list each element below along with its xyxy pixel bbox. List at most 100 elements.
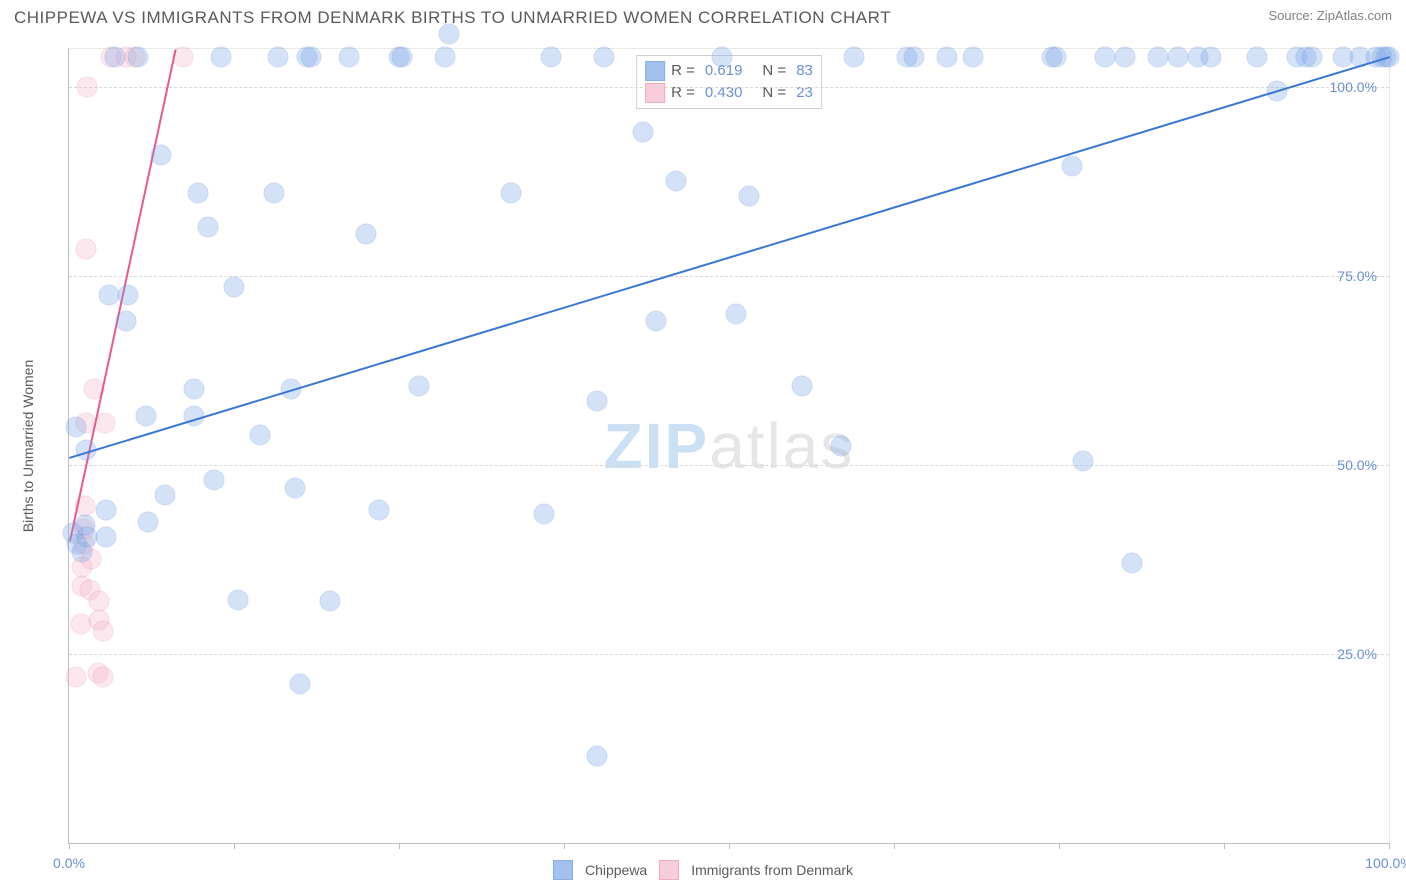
x-tick: [1389, 843, 1390, 849]
gridline: [69, 276, 1389, 277]
data-point-chippewa: [227, 589, 248, 610]
data-point-chippewa: [593, 46, 614, 67]
data-point-chippewa: [267, 46, 288, 67]
data-point-chippewa: [1121, 553, 1142, 574]
data-point-chippewa: [95, 500, 116, 521]
x-tick-label: 100.0%: [1365, 855, 1406, 871]
x-tick: [1059, 843, 1060, 849]
legend-r-label: R =: [671, 82, 695, 104]
data-point-chippewa: [184, 379, 205, 400]
data-point-chippewa: [250, 424, 271, 445]
data-point-chippewa: [155, 485, 176, 506]
data-point-chippewa: [1046, 46, 1067, 67]
data-point-chippewa: [356, 224, 377, 245]
legend-n-value-2: 23: [796, 82, 813, 104]
data-point-chippewa: [338, 46, 359, 67]
legend-label-denmark: Immigrants from Denmark: [691, 862, 853, 878]
y-tick-label: 25.0%: [1337, 646, 1377, 662]
data-point-chippewa: [65, 417, 86, 438]
data-point-chippewa: [501, 182, 522, 203]
series-legend: Chippewa Immigrants from Denmark: [553, 860, 853, 880]
data-point-chippewa: [391, 46, 412, 67]
data-point-chippewa: [138, 511, 159, 532]
data-point-chippewa: [1247, 46, 1268, 67]
data-point-chippewa: [1302, 46, 1323, 67]
data-point-chippewa: [284, 477, 305, 498]
data-point-chippewa: [587, 746, 608, 767]
legend-n-label: N =: [762, 60, 786, 82]
data-point-denmark: [77, 76, 98, 97]
x-tick: [399, 843, 400, 849]
data-point-denmark: [65, 666, 86, 687]
data-point-denmark: [76, 239, 97, 260]
stats-legend-row-2: R = 0.430 N = 23: [645, 82, 813, 104]
data-point-chippewa: [320, 591, 341, 612]
gridline: [69, 654, 1389, 655]
data-point-chippewa: [210, 46, 231, 67]
scatter-chart: ZIPatlas R = 0.619 N = 83 R = 0.430 N = …: [68, 48, 1390, 844]
legend-n-value-1: 83: [796, 60, 813, 82]
legend-r-value-2: 0.430: [705, 82, 743, 104]
data-point-chippewa: [1095, 46, 1116, 67]
y-tick-label: 100.0%: [1330, 79, 1377, 95]
x-tick: [894, 843, 895, 849]
data-point-chippewa: [646, 311, 667, 332]
x-tick: [564, 843, 565, 849]
data-point-chippewa: [224, 277, 245, 298]
data-point-chippewa: [712, 46, 733, 67]
legend-swatch-chippewa: [553, 860, 573, 880]
data-point-chippewa: [127, 46, 148, 67]
x-tick: [729, 843, 730, 849]
data-point-chippewa: [118, 284, 139, 305]
data-point-chippewa: [831, 436, 852, 457]
watermark: ZIPatlas: [604, 409, 855, 483]
data-point-chippewa: [1167, 46, 1188, 67]
legend-r-label: R =: [671, 60, 695, 82]
data-point-chippewa: [95, 526, 116, 547]
legend-swatch-denmark: [659, 860, 679, 880]
data-point-chippewa: [587, 390, 608, 411]
data-point-chippewa: [633, 122, 654, 143]
data-point-denmark: [93, 621, 114, 642]
data-point-denmark: [93, 666, 114, 687]
legend-label-chippewa: Chippewa: [585, 862, 647, 878]
data-point-chippewa: [300, 46, 321, 67]
legend-n-label: N =: [762, 82, 786, 104]
source-attribution: Source: ZipAtlas.com: [1268, 8, 1392, 23]
data-point-chippewa: [408, 375, 429, 396]
data-point-chippewa: [135, 405, 156, 426]
data-point-chippewa: [534, 504, 555, 525]
y-tick-label: 50.0%: [1337, 457, 1377, 473]
legend-swatch-series-1: [645, 61, 665, 81]
data-point-chippewa: [188, 182, 209, 203]
data-point-chippewa: [1072, 451, 1093, 472]
data-point-chippewa: [738, 186, 759, 207]
data-point-chippewa: [1200, 46, 1221, 67]
data-point-chippewa: [540, 46, 561, 67]
x-tick: [234, 843, 235, 849]
x-tick-label: 0.0%: [53, 855, 85, 871]
data-point-chippewa: [936, 46, 957, 67]
data-point-chippewa: [1148, 46, 1169, 67]
gridline: [69, 465, 1389, 466]
data-point-chippewa: [725, 303, 746, 324]
trend-line-chippewa: [69, 57, 1390, 460]
data-point-chippewa: [791, 375, 812, 396]
y-tick-label: 75.0%: [1337, 268, 1377, 284]
data-point-chippewa: [98, 284, 119, 305]
data-point-chippewa: [204, 470, 225, 491]
data-point-chippewa: [963, 46, 984, 67]
data-point-chippewa: [115, 311, 136, 332]
data-point-chippewa: [105, 46, 126, 67]
gridline: [69, 87, 1389, 88]
data-point-chippewa: [1062, 156, 1083, 177]
data-point-chippewa: [263, 182, 284, 203]
data-point-chippewa: [290, 674, 311, 695]
data-point-chippewa: [1115, 46, 1136, 67]
data-point-denmark: [89, 591, 110, 612]
y-axis-title: Births to Unmarried Women: [20, 360, 36, 532]
data-point-chippewa: [369, 500, 390, 521]
x-tick: [1224, 843, 1225, 849]
data-point-chippewa: [435, 46, 456, 67]
watermark-part-1: ZIP: [604, 410, 710, 482]
